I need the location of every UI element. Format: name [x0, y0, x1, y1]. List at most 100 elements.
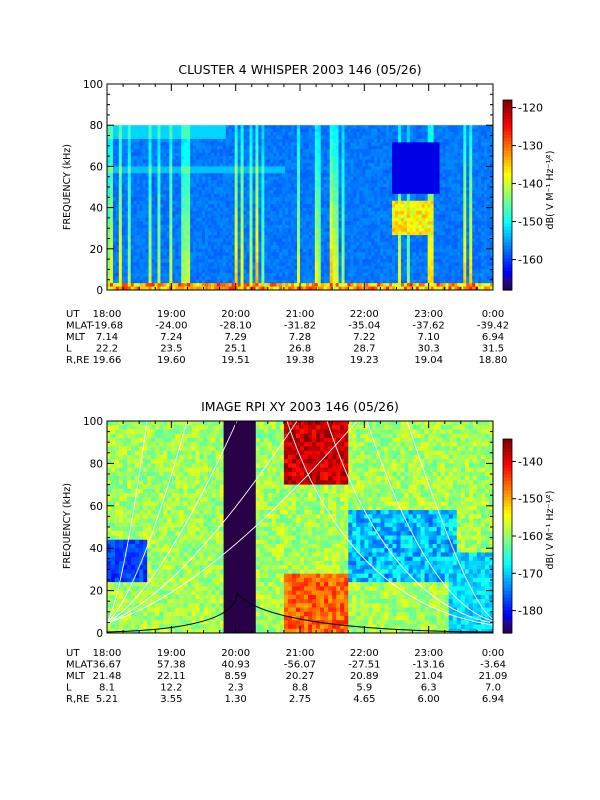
spectrogram-cell [107, 231, 111, 236]
spectrogram-cell [288, 197, 292, 202]
spectrogram-cell [276, 145, 280, 150]
spectrogram-cell [142, 145, 146, 150]
spectrogram-cell [261, 159, 265, 164]
spectrogram-cell [148, 228, 152, 233]
spectrogram-cell [305, 142, 310, 147]
spectrogram-cell [139, 183, 144, 188]
spectrogram-cell [175, 183, 179, 188]
spectrogram-cell [249, 197, 253, 202]
spectrogram-cell [204, 149, 209, 154]
spectrogram-cell [196, 173, 200, 178]
spectrogram-cell [344, 135, 348, 140]
spectrogram-cell [112, 279, 117, 284]
spectrogram-cell [157, 125, 161, 130]
spectrogram-cell [190, 228, 194, 233]
spectrogram-cell [380, 269, 384, 274]
spectrogram-cell [403, 173, 408, 178]
spectrogram-cell [291, 241, 295, 246]
spectrogram-cell [127, 169, 132, 174]
spectrogram-cell [163, 248, 167, 253]
spectrogram-cell [145, 272, 149, 277]
spectrogram-cell [252, 235, 256, 239]
spectrogram-cell [190, 283, 194, 287]
spectrogram-cell [139, 255, 144, 260]
spectrogram-cell [305, 269, 310, 274]
spectrogram-cell [282, 173, 286, 178]
spectrogram-cell [166, 152, 170, 157]
spectrogram-cell [255, 238, 259, 243]
spectrogram-cell [317, 286, 322, 290]
spectrogram-cell [151, 183, 155, 188]
spectrogram-cell [243, 128, 247, 133]
spectrogram-cell [350, 286, 354, 290]
spectrogram-cell [279, 211, 283, 215]
spectrogram-cell [216, 221, 221, 226]
spectrogram-cell [323, 138, 328, 143]
spectrogram-cell [326, 224, 331, 229]
spectrogram-cell [258, 221, 262, 226]
spectrogram-cell [291, 193, 295, 198]
spectrogram-cell [237, 221, 242, 226]
spectrogram-cell [118, 193, 123, 198]
spectrogram-cell [412, 221, 417, 226]
spectrogram-cell [204, 276, 209, 281]
spectrogram-cell [160, 217, 164, 222]
spectrogram-cell [130, 125, 135, 130]
spectrogram-cell [380, 152, 384, 157]
spectrogram-cell [243, 259, 247, 263]
spectrogram-cell [297, 162, 301, 167]
spectrogram-cell [285, 183, 289, 188]
spectrogram-cell [403, 180, 408, 184]
spectrogram-cell [377, 135, 381, 140]
spectrogram-cell [273, 187, 277, 191]
spectrogram-cell [392, 162, 396, 167]
spectrogram-cell [282, 276, 286, 281]
spectrogram-cell [148, 283, 152, 287]
spectrogram-cell [380, 162, 384, 167]
spectrogram-cell [365, 252, 369, 257]
spectrogram-cell [139, 235, 144, 239]
spectrogram-cell [338, 193, 342, 198]
spectrogram-cell [258, 149, 262, 154]
spectrogram-cell [332, 272, 337, 277]
spectrogram-cell [154, 211, 158, 215]
spectrogram-cell [213, 190, 218, 195]
spectrogram-cell [317, 221, 322, 226]
spectrogram-cell [172, 190, 176, 195]
spectrogram-cell [172, 142, 176, 147]
spectrogram-cell [139, 259, 144, 263]
spectrogram-cell [163, 138, 167, 143]
spectrogram-cell [219, 159, 224, 164]
panel1-spectrogram [107, 84, 493, 290]
spectrogram-cell [127, 238, 132, 243]
spectrogram-cell [199, 162, 203, 167]
spectrogram-cell [237, 183, 242, 188]
spectrogram-cell [133, 173, 138, 178]
spectrogram-cell [202, 255, 206, 260]
spectrogram-cell [255, 162, 259, 167]
spectrogram-cell [311, 135, 316, 140]
spectrogram-cell [294, 149, 298, 154]
spectrogram-cell [175, 166, 179, 171]
spectrogram-cell [207, 231, 212, 236]
spectrogram-cell [196, 204, 200, 208]
spectrogram-cell [371, 132, 375, 136]
spectrogram-cell [109, 245, 114, 250]
spectrogram-cell [255, 166, 259, 171]
spectrogram-cell [246, 286, 250, 290]
spectrogram-cell [353, 245, 357, 250]
spectrogram-cell [377, 190, 381, 195]
spectrogram-cell [302, 255, 307, 260]
spectrogram-cell [252, 252, 256, 257]
spectrogram-cell [395, 135, 399, 140]
spectrogram-cell [202, 235, 206, 239]
spectrogram-cell [359, 272, 363, 277]
spectrogram-cell [225, 265, 230, 270]
spectrogram-cell [282, 197, 286, 202]
spectrogram-cell [234, 279, 239, 284]
spectrogram-cell [145, 241, 149, 246]
spectrogram-cell [225, 231, 230, 236]
spectrogram-cell [109, 159, 114, 164]
spectrogram-cell [347, 252, 351, 257]
spectrogram-cell [365, 190, 369, 195]
